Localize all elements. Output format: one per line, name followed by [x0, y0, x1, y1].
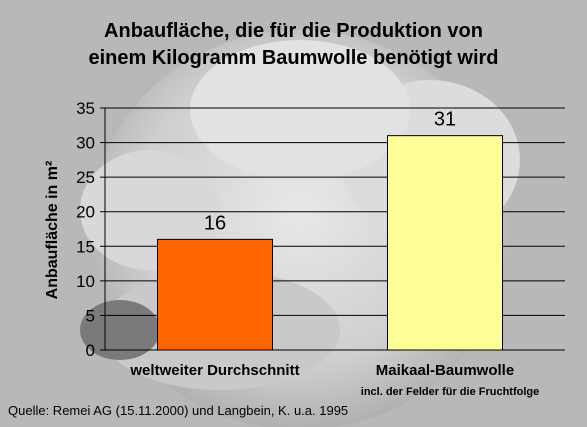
bar	[387, 135, 503, 351]
y-tick-label: 15	[76, 237, 95, 256]
y-tick-label: 30	[76, 134, 95, 153]
chart-title-line-2: einem Kilogramm Baumwolle benötigt wird	[88, 47, 499, 69]
source-note: Quelle: Remei AG (15.11.2000) und Langbe…	[8, 403, 349, 418]
chart-title-line-1: Anbaufläche, die für die Produktion von	[104, 20, 483, 42]
y-tick-label: 10	[76, 272, 95, 291]
y-tick-label: 5	[86, 306, 95, 325]
y-tick-label: 0	[86, 341, 95, 360]
category-note: incl. der Felder für die Fruchtfolge	[361, 386, 539, 398]
data-label: 16	[204, 212, 226, 234]
y-tick-label: 35	[76, 99, 95, 118]
category-label: Maikaal-Baumwolle	[376, 362, 514, 379]
data-label: 31	[434, 109, 456, 131]
category-label: weltweiter Durchschnitt	[129, 362, 299, 379]
bar	[157, 238, 273, 351]
y-tick-label: 25	[76, 168, 95, 187]
y-tick-label: 20	[76, 203, 95, 222]
